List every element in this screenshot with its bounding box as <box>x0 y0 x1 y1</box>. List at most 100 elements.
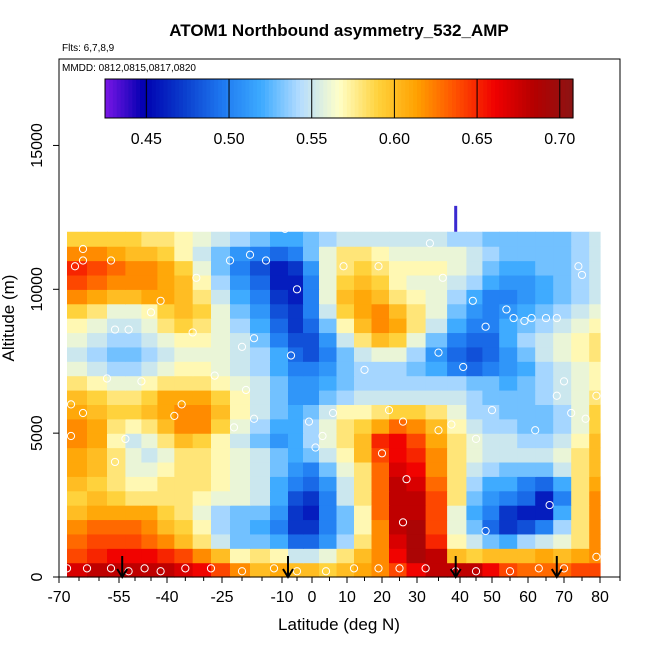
heat-cell <box>389 461 408 477</box>
heat-cell <box>141 361 158 377</box>
heat-cell <box>192 404 212 420</box>
heat-cell <box>553 476 572 492</box>
heat-cell <box>482 447 500 463</box>
heat-cell <box>535 389 554 405</box>
heat-cell <box>553 505 572 521</box>
heat-cell <box>174 447 194 463</box>
heat-cell <box>571 505 590 521</box>
colorbar-segment <box>245 79 250 118</box>
heat-cell <box>67 548 88 564</box>
heat-cell <box>174 332 194 348</box>
heat-cell <box>406 476 427 492</box>
heat-cell <box>303 289 320 305</box>
heat-cell <box>535 303 554 319</box>
heat-cell <box>107 519 126 535</box>
heat-cell <box>107 303 126 319</box>
heat-cell <box>107 433 126 449</box>
heat-cell <box>553 490 572 506</box>
heat-cell <box>589 476 601 492</box>
heat-cell <box>157 476 175 492</box>
heat-cell <box>87 433 108 449</box>
heat-cell <box>211 461 231 477</box>
heat-cell <box>499 389 518 405</box>
heat-cell <box>141 447 158 463</box>
heat-cell <box>211 433 231 449</box>
measurement-point <box>328 408 338 418</box>
colorbar-tick-label: 0.65 <box>462 131 493 148</box>
heat-cell <box>192 246 212 262</box>
heat-cell <box>466 260 483 276</box>
heat-cell <box>211 361 231 377</box>
heat-cell <box>67 274 88 290</box>
heat-cell <box>466 274 483 290</box>
colorbar-segment <box>378 79 383 118</box>
heat-cell <box>553 346 572 362</box>
colorbar-tick-labels: 0.45 0.50 0.55 0.60 0.65 0.70 <box>131 131 576 148</box>
heat-cell <box>336 533 355 549</box>
heat-cell <box>157 533 175 549</box>
heat-cell <box>425 519 448 535</box>
heat-cell <box>517 274 536 290</box>
heat-cell <box>174 418 194 434</box>
heat-cell <box>288 433 304 449</box>
heat-cell <box>141 346 158 362</box>
heat-cell <box>270 447 289 463</box>
heat-cell <box>425 433 448 449</box>
dates-note: MMDD: 0812,0815,0817,0820 <box>62 63 196 74</box>
heat-cell <box>517 433 536 449</box>
heat-cell <box>517 490 536 506</box>
heat-cell <box>319 404 338 420</box>
colorbar-tick-label: 0.60 <box>379 131 410 148</box>
heatmap-cells <box>67 231 601 578</box>
colorbar-segment <box>424 79 430 118</box>
heat-cell <box>371 418 390 434</box>
colorbar-segment <box>124 79 129 118</box>
heat-cell <box>157 274 175 290</box>
heat-cell <box>303 346 320 362</box>
heat-cell <box>406 346 427 362</box>
measurement-point <box>304 417 314 426</box>
heat-cell <box>517 246 536 262</box>
colorbar-segment <box>467 79 473 118</box>
heat-cell <box>466 505 483 521</box>
heat-cell <box>336 231 355 247</box>
heat-cell <box>466 389 483 405</box>
heat-cell <box>589 562 601 578</box>
heat-cell <box>211 375 231 391</box>
flights-note: Flts: 6,7,8,9 <box>62 43 115 54</box>
heat-cell <box>406 246 427 262</box>
measurement-point <box>425 239 434 248</box>
heat-cell <box>336 562 355 578</box>
heat-cell <box>303 461 320 477</box>
heat-cell <box>589 461 601 477</box>
profile-top-bar <box>454 205 458 232</box>
colorbar-segment <box>335 79 340 118</box>
colorbar-segment <box>222 79 227 118</box>
heat-cell <box>303 260 320 276</box>
colorbar-tick-label: 0.45 <box>131 131 162 148</box>
measurement-point <box>505 567 515 576</box>
x-tick-label: 60 <box>519 589 537 606</box>
heat-cell <box>319 533 338 549</box>
colorbar-segment <box>370 79 375 118</box>
heat-cell <box>192 461 212 477</box>
heat-cell <box>406 318 427 334</box>
x-tick-label: -25 <box>210 589 233 606</box>
heat-cell <box>535 433 554 449</box>
heat-cell <box>371 318 390 334</box>
colorbar-segment <box>381 79 387 118</box>
heat-cell <box>141 433 158 449</box>
colorbar-segment <box>311 79 317 118</box>
heat-cell <box>336 433 355 449</box>
measurement-point <box>374 262 383 271</box>
heat-cell <box>288 490 304 506</box>
heat-cell <box>107 361 126 377</box>
heat-cell <box>466 533 483 549</box>
colorbar-segment <box>495 79 500 118</box>
measurement-point <box>188 328 197 337</box>
heat-cell <box>406 490 427 506</box>
heat-cell <box>303 433 320 449</box>
heat-cell <box>67 389 88 405</box>
heat-cell <box>141 505 158 521</box>
heat-cell <box>87 361 108 377</box>
